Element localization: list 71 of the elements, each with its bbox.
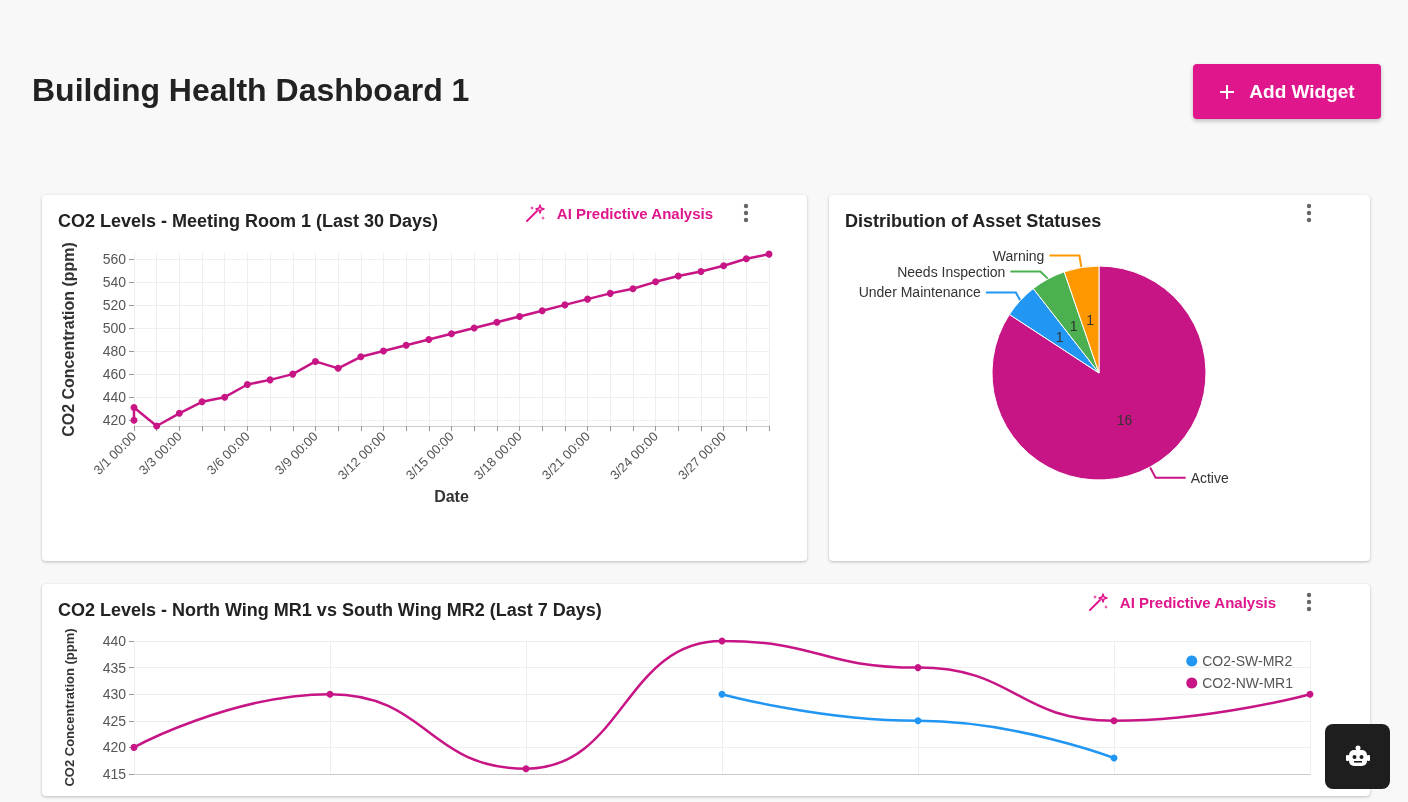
point bbox=[379, 347, 387, 355]
y-tick-label: 520 bbox=[102, 296, 127, 313]
y-tick-label: 460 bbox=[102, 366, 127, 383]
point bbox=[561, 301, 569, 309]
point bbox=[357, 353, 365, 361]
point bbox=[221, 393, 229, 401]
text: Add Widget bbox=[1249, 80, 1355, 103]
text: AI Predictive Analysis bbox=[1119, 593, 1276, 611]
point bbox=[522, 765, 530, 773]
point bbox=[130, 404, 138, 412]
point bbox=[606, 289, 614, 297]
point bbox=[326, 690, 334, 698]
slice-label: Needs Inspection bbox=[897, 263, 1006, 280]
y-tick-label: 500 bbox=[102, 319, 127, 336]
slice-label: Under Maintenance bbox=[858, 284, 982, 301]
y-tick-label: 430 bbox=[102, 686, 127, 703]
data-label: 1 bbox=[1086, 312, 1095, 329]
y-tick-label: 440 bbox=[102, 389, 127, 406]
x-axis-title: Date bbox=[434, 487, 469, 505]
slice-label: Active bbox=[1190, 469, 1229, 486]
point bbox=[448, 330, 455, 338]
point bbox=[175, 409, 183, 417]
text: Building Health Dashboard 1 bbox=[32, 72, 470, 109]
point bbox=[674, 272, 682, 280]
point bbox=[311, 357, 319, 365]
data-label: 1 bbox=[1055, 328, 1064, 345]
point bbox=[629, 285, 637, 293]
y-axis-title: CO2 Concentration (ppm) bbox=[62, 628, 77, 787]
point bbox=[697, 267, 705, 275]
y-tick-label: 540 bbox=[102, 273, 127, 290]
point bbox=[720, 262, 728, 270]
point bbox=[718, 690, 726, 698]
point bbox=[198, 398, 206, 406]
y-tick-label: 425 bbox=[102, 712, 127, 729]
text: AI Predictive Analysis bbox=[556, 204, 713, 222]
point bbox=[493, 318, 501, 326]
point bbox=[130, 743, 138, 751]
y-tick-label: 440 bbox=[102, 633, 127, 649]
point bbox=[470, 324, 478, 332]
point bbox=[538, 307, 546, 315]
slice-label: Warning bbox=[992, 247, 1045, 264]
point bbox=[425, 336, 433, 343]
y-tick-label: 480 bbox=[102, 343, 127, 360]
point bbox=[1110, 717, 1118, 725]
point bbox=[153, 422, 161, 430]
data-label: 16 bbox=[1116, 412, 1133, 429]
point bbox=[914, 664, 922, 672]
data-label: 1 bbox=[1069, 317, 1078, 334]
y-tick-label: 435 bbox=[102, 659, 127, 676]
legend-label: CO2-NW-MR1 bbox=[1202, 675, 1294, 691]
point bbox=[742, 255, 750, 263]
point bbox=[516, 312, 524, 320]
chart-title: Distribution of Asset Statuses bbox=[845, 211, 1102, 231]
point bbox=[266, 376, 274, 384]
chart-title: CO2 Levels - Meeting Room 1 (Last 30 Days) bbox=[58, 211, 439, 231]
point bbox=[130, 416, 138, 424]
point bbox=[243, 380, 251, 388]
point bbox=[914, 717, 922, 725]
point bbox=[584, 295, 592, 303]
point bbox=[402, 341, 410, 349]
y-tick-label: 420 bbox=[102, 739, 127, 756]
y-tick-label: 415 bbox=[102, 766, 127, 782]
point bbox=[652, 278, 660, 286]
point bbox=[289, 370, 297, 378]
y-axis-title: CO2 Concentration (ppm) bbox=[59, 242, 77, 437]
legend-label: CO2-SW-MR2 bbox=[1202, 653, 1293, 669]
point bbox=[334, 364, 342, 372]
chart-title: CO2 Levels - North Wing MR1 vs South Wing MR2 (Last 7 Days) bbox=[58, 600, 602, 620]
y-tick-label: 420 bbox=[102, 412, 127, 429]
y-tick-label: 560 bbox=[102, 250, 127, 267]
point bbox=[1306, 690, 1314, 698]
